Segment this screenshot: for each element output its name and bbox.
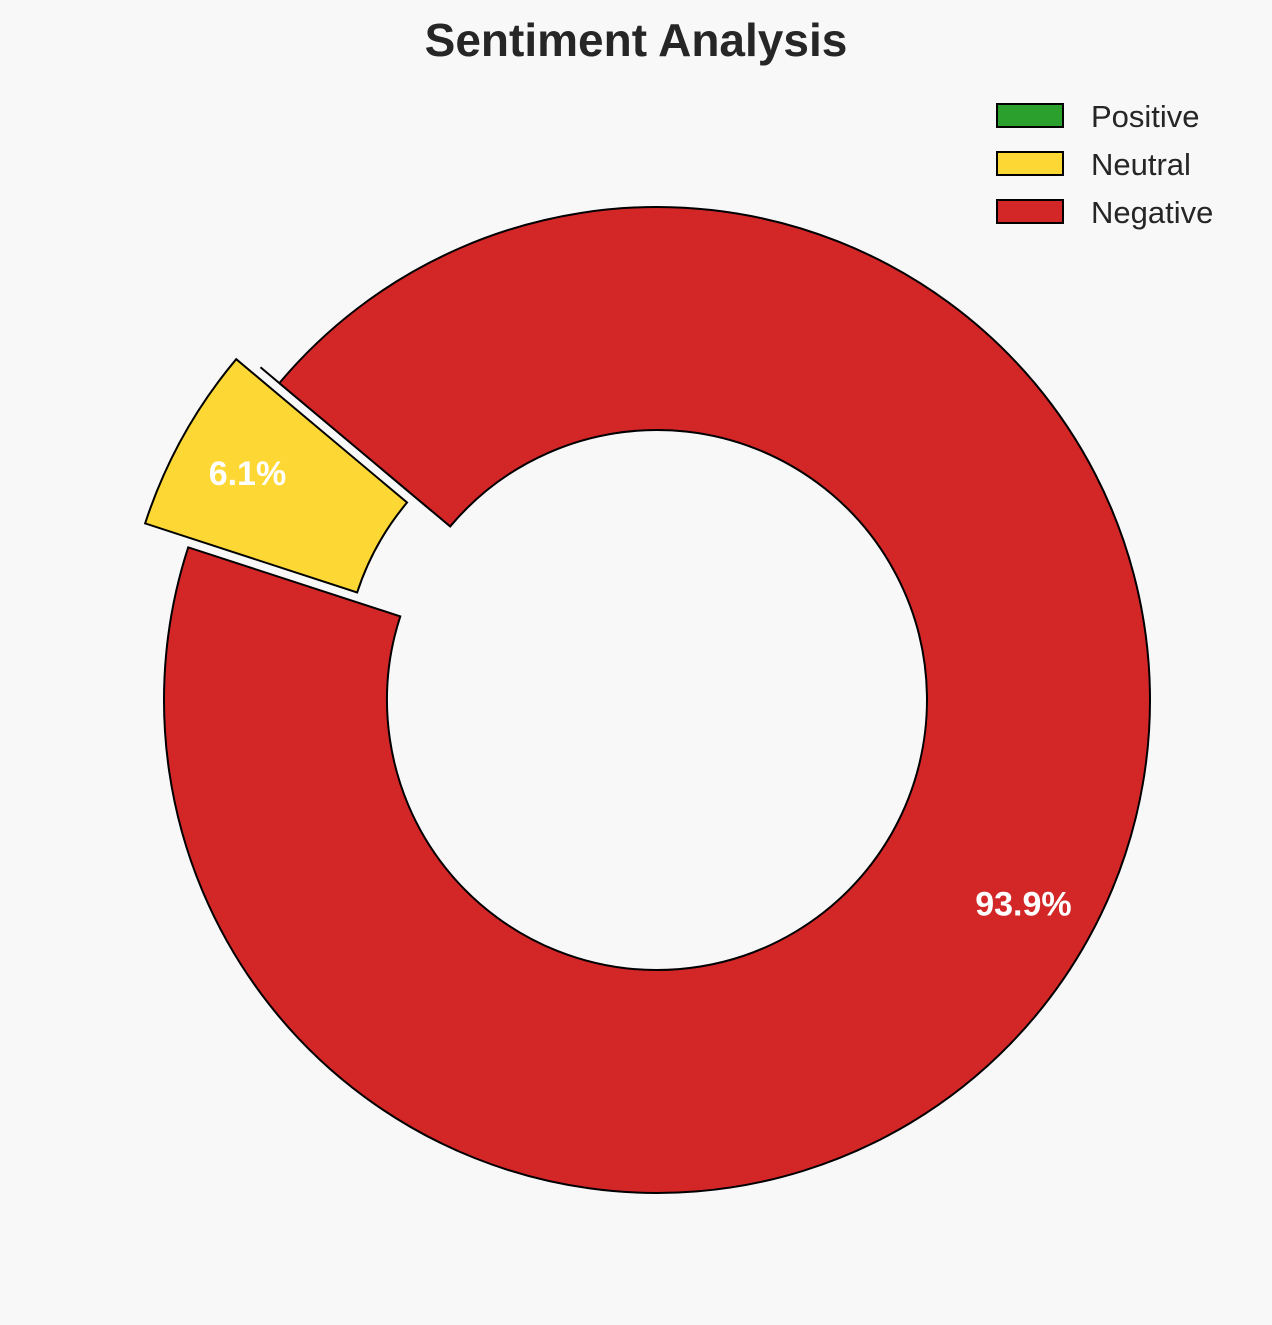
- legend-swatch: [996, 151, 1064, 176]
- legend-swatch: [996, 103, 1064, 128]
- legend-item-negative: Negative: [996, 195, 1213, 230]
- wedge-negative: [163, 206, 1151, 1194]
- wedge-labels: 6.1% 93.9%: [209, 455, 1072, 923]
- wedge-label-negative: 93.9%: [975, 885, 1071, 923]
- legend-label: Positive: [1091, 99, 1200, 134]
- legend-item-neutral: Neutral: [996, 147, 1191, 182]
- legend-item-positive: Positive: [996, 99, 1200, 134]
- chart-title: Sentiment Analysis: [425, 14, 848, 66]
- wedge-label-neutral: 6.1%: [209, 455, 287, 493]
- wedge-neutral: [143, 357, 409, 594]
- legend-label: Negative: [1091, 195, 1213, 230]
- legend-swatch: [996, 199, 1064, 224]
- wedges: [143, 206, 1151, 1194]
- legend: Positive Neutral Negative: [996, 99, 1213, 230]
- legend-label: Neutral: [1091, 147, 1191, 182]
